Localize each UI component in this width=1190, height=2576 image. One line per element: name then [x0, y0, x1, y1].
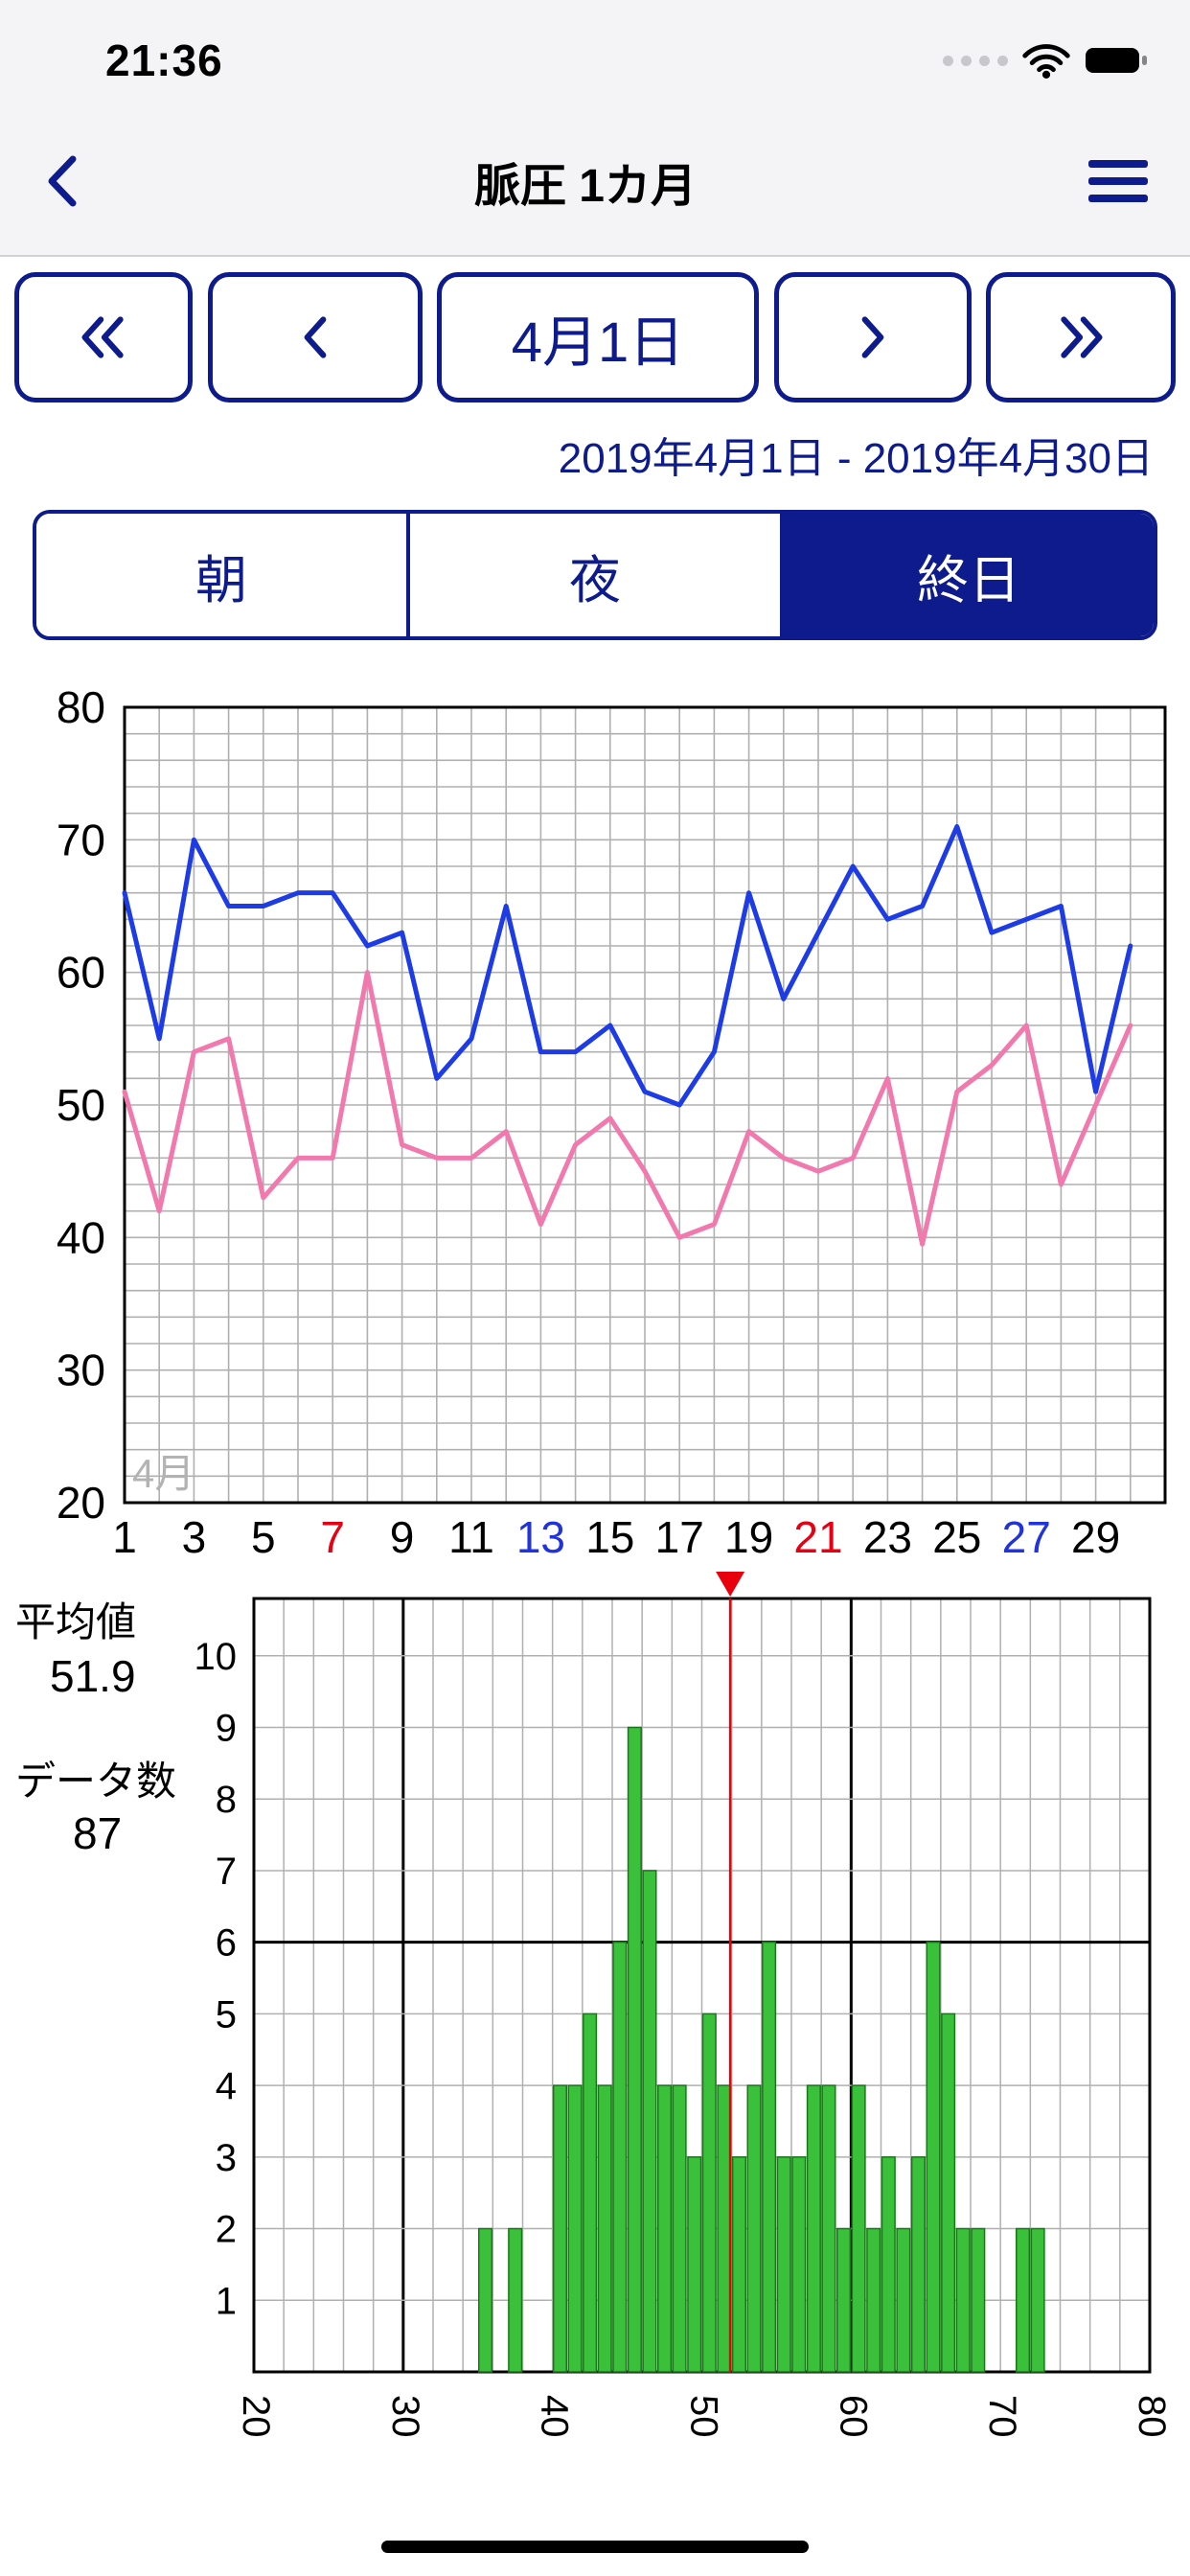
cellular-dots-icon: [943, 55, 1008, 66]
mean-value: 51.9: [50, 1651, 136, 1701]
y-tick-label: 10: [195, 1636, 238, 1678]
x-tick-label: 19: [724, 1512, 773, 1562]
double-chevron-right-icon: [1061, 316, 1103, 358]
count-value: 87: [73, 1808, 123, 1858]
plot-frame: [123, 705, 1167, 1505]
x-tick-label: 29: [1071, 1512, 1120, 1562]
x-tick-label: 7: [320, 1512, 345, 1562]
current-date-button[interactable]: 4月1日: [437, 272, 759, 402]
x-tick-label: 25: [932, 1512, 981, 1562]
chevron-left-icon: [48, 155, 77, 207]
chevron-right-icon: [861, 316, 883, 358]
statistics-panel: 平均値 51.9 データ数 87: [15, 1598, 176, 1859]
month-label: 4月: [132, 1451, 195, 1496]
mean-marker-triangle: [716, 1572, 745, 1597]
page-title: 脈圧 1カ月: [473, 161, 698, 212]
y-tick-label: 2: [216, 2209, 237, 2251]
fast-next-button[interactable]: [986, 272, 1176, 402]
y-tick-label: 60: [57, 948, 105, 998]
x-tick-label: 60: [832, 2395, 874, 2438]
hamburger-menu-icon: [1087, 160, 1148, 168]
x-tick-label: 1: [112, 1512, 137, 1562]
x-tick-label: 11: [448, 1512, 494, 1562]
y-tick-label: 40: [57, 1212, 105, 1262]
y-tick-label: 4: [216, 2065, 237, 2107]
fast-prev-button[interactable]: [14, 272, 193, 402]
x-tick-label: 80: [1131, 2395, 1173, 2438]
y-tick-label: 9: [216, 1708, 237, 1750]
x-tick-label: 50: [683, 2395, 725, 2438]
count-label: データ数: [15, 1759, 177, 1804]
y-tick-label: 3: [216, 2137, 237, 2179]
x-tick-label: 40: [534, 2395, 576, 2438]
y-tick-label: 6: [216, 1922, 237, 1965]
x-tick-label: 9: [390, 1512, 415, 1562]
x-tick-label: 15: [585, 1512, 634, 1562]
segment-night[interactable]: 夜: [406, 514, 780, 636]
wifi-icon: [1022, 44, 1070, 79]
y-tick-label: 70: [57, 815, 105, 864]
y-tick-label: 80: [57, 682, 105, 732]
y-tick-label: 7: [216, 1851, 237, 1893]
segment-all-day[interactable]: 終日: [780, 514, 1154, 636]
y-tick-label: 1: [216, 2280, 237, 2322]
x-tick-label: 21: [793, 1512, 842, 1562]
date-range-label: 2019年4月1日 - 2019年4月30日: [558, 435, 1154, 482]
y-tick-label: 8: [216, 1779, 237, 1821]
home-indicator[interactable]: [381, 2541, 809, 2553]
chevron-left-icon: [304, 316, 326, 358]
menu-button[interactable]: [1087, 160, 1148, 202]
mean-label: 平均値: [15, 1599, 137, 1644]
y-tick-label: 50: [57, 1080, 105, 1130]
battery-icon: [1086, 48, 1147, 73]
distribution-histogram: 1 2 3 4 5 6 7 8 9 10 20 30 40 50 60 70 80: [195, 1572, 1173, 2438]
x-tick-label: 27: [1002, 1512, 1051, 1562]
next-button[interactable]: [773, 272, 972, 402]
grid: [253, 1598, 1151, 2372]
upper-blue-series-line: [122, 824, 1133, 1108]
x-tick-label: 13: [516, 1512, 565, 1562]
x-tick-label: 5: [251, 1512, 276, 1562]
y-tick-label: 30: [57, 1346, 105, 1395]
histogram-bars: [478, 1726, 1045, 2373]
double-chevron-left-icon: [81, 316, 124, 358]
nav-bar: 脈圧 1カ月: [0, 107, 1190, 255]
y-tick-label: 20: [57, 1478, 105, 1528]
prev-button[interactable]: [207, 272, 423, 402]
plot-frame: [252, 1597, 1152, 2374]
status-icons: [943, 42, 1148, 79]
x-tick-label: 70: [981, 2395, 1023, 2438]
y-tick-label: 5: [216, 1993, 237, 2036]
x-tick-label: 20: [235, 2395, 277, 2438]
period-segmented-control: 朝 夜 終日: [33, 510, 1157, 640]
grid: [124, 706, 1166, 1504]
date-navigation: 4月1日: [14, 272, 1176, 402]
status-time: 21:36: [105, 35, 223, 85]
back-button[interactable]: [42, 153, 82, 209]
status-bar: 21:36: [0, 0, 1190, 107]
x-tick-label: 17: [655, 1512, 704, 1562]
segment-morning[interactable]: 朝: [36, 514, 406, 636]
histogram-section: 平均値 51.9 データ数 87 1 2 3 4 5 6 7 8 9 10 20 30 40 50 60 70…: [0, 1570, 1190, 2504]
x-tick-label: 23: [863, 1512, 912, 1562]
x-tick-label: 3: [182, 1512, 207, 1562]
x-tick-label: 30: [384, 2395, 426, 2438]
current-date-label: 4月1日: [511, 311, 685, 374]
top-chrome: 21:36 脈圧 1カ月: [0, 0, 1190, 257]
lower-pink-series-line: [122, 970, 1133, 1247]
